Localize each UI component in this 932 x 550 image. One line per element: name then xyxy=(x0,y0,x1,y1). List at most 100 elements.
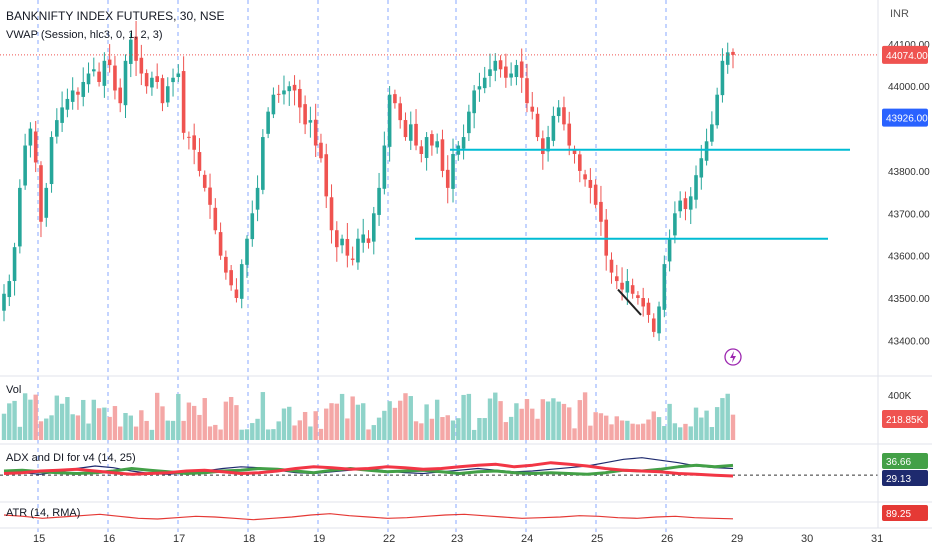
candle[interactable] xyxy=(213,207,218,231)
volume-bar[interactable] xyxy=(181,420,186,440)
volume-bar[interactable] xyxy=(450,420,456,440)
volume-bar[interactable] xyxy=(81,399,86,440)
candle[interactable] xyxy=(319,142,323,159)
candle[interactable] xyxy=(202,174,207,188)
volume-bar[interactable] xyxy=(17,426,23,440)
candle[interactable] xyxy=(519,61,524,78)
candle[interactable] xyxy=(303,104,307,125)
candle[interactable] xyxy=(55,120,59,137)
atr-pane[interactable] xyxy=(0,501,932,521)
volume-bar[interactable] xyxy=(709,427,715,440)
volume-bar[interactable] xyxy=(207,426,213,440)
volume-bar[interactable] xyxy=(339,393,345,440)
candle[interactable] xyxy=(165,86,170,103)
candle[interactable] xyxy=(97,71,101,82)
candle[interactable] xyxy=(176,73,181,78)
volume-bar[interactable] xyxy=(345,418,350,440)
candle[interactable] xyxy=(530,106,535,112)
volume-bar[interactable] xyxy=(540,399,546,440)
volume-bar[interactable] xyxy=(139,410,144,440)
adx-series-line[interactable] xyxy=(3,461,734,478)
volume-bar[interactable] xyxy=(44,418,49,440)
volume-bar[interactable] xyxy=(202,398,207,440)
volume-bar[interactable] xyxy=(434,399,440,440)
candle[interactable] xyxy=(12,247,17,282)
volume-bar[interactable] xyxy=(75,415,81,440)
candle[interactable] xyxy=(387,94,392,147)
volume-bar[interactable] xyxy=(413,421,419,440)
candle[interactable] xyxy=(398,103,402,121)
volume-bar[interactable] xyxy=(693,407,699,440)
candle[interactable] xyxy=(715,94,719,126)
volume-bar[interactable] xyxy=(725,393,730,440)
volume-bar[interactable] xyxy=(118,426,123,440)
volume-bar[interactable] xyxy=(54,395,60,440)
candle[interactable] xyxy=(609,259,614,273)
candle[interactable] xyxy=(229,270,233,286)
candle[interactable] xyxy=(49,137,54,185)
candle[interactable] xyxy=(86,73,91,85)
candle[interactable] xyxy=(641,298,645,307)
volume-bar[interactable] xyxy=(519,408,524,440)
candle[interactable] xyxy=(102,60,107,86)
candle[interactable] xyxy=(509,73,513,78)
candle[interactable] xyxy=(276,93,281,95)
volume-bar[interactable] xyxy=(33,394,38,440)
volume-bar[interactable] xyxy=(149,429,155,440)
volume-bar[interactable] xyxy=(107,416,112,440)
volume-bar[interactable] xyxy=(265,429,271,440)
candle[interactable] xyxy=(150,77,154,88)
candle[interactable] xyxy=(493,60,498,71)
candle[interactable] xyxy=(535,113,540,138)
candle[interactable] xyxy=(451,154,455,189)
volume-bar[interactable] xyxy=(144,420,149,440)
volume-bar[interactable] xyxy=(38,421,44,440)
candle[interactable] xyxy=(472,90,476,114)
volume-bar[interactable] xyxy=(255,418,260,440)
volume-bar[interactable] xyxy=(593,412,598,440)
candle[interactable] xyxy=(504,66,508,78)
volume-bar[interactable] xyxy=(154,392,160,440)
volume-bar[interactable] xyxy=(551,398,556,440)
candle[interactable] xyxy=(266,111,270,134)
candle[interactable] xyxy=(144,73,149,87)
volume-bar[interactable] xyxy=(667,403,672,440)
candle[interactable] xyxy=(70,90,75,102)
volume-bar[interactable] xyxy=(329,403,334,440)
volume-bar[interactable] xyxy=(228,396,234,440)
volume-bar[interactable] xyxy=(530,408,535,440)
candle[interactable] xyxy=(541,138,545,154)
volume-bar[interactable] xyxy=(567,407,572,440)
candle[interactable] xyxy=(710,124,714,142)
volume-bar[interactable] xyxy=(604,415,609,440)
candle[interactable] xyxy=(572,148,577,154)
candle[interactable] xyxy=(197,152,202,171)
volume-bar[interactable] xyxy=(424,404,429,440)
volume-bar[interactable] xyxy=(91,399,97,440)
volume-bar[interactable] xyxy=(133,426,139,440)
volume-bar[interactable] xyxy=(477,418,482,440)
volume-bar[interactable] xyxy=(160,406,165,440)
volume-bar[interactable] xyxy=(361,403,366,440)
volume-bar[interactable] xyxy=(308,426,313,440)
volume-bar[interactable] xyxy=(471,429,477,440)
candle[interactable] xyxy=(408,124,413,141)
volume-bar[interactable] xyxy=(408,396,413,440)
volume-bar[interactable] xyxy=(382,410,387,440)
volume-bar[interactable] xyxy=(403,393,408,440)
volume-bar[interactable] xyxy=(730,414,736,440)
volume-bar[interactable] xyxy=(461,394,466,440)
volume-bar[interactable] xyxy=(688,426,693,440)
volume-bar[interactable] xyxy=(588,425,593,440)
candle[interactable] xyxy=(155,76,159,82)
price-pane[interactable] xyxy=(0,20,878,341)
candle[interactable] xyxy=(699,158,704,178)
volume-bar[interactable] xyxy=(271,429,276,440)
volume-bar[interactable] xyxy=(672,423,678,440)
volume-bar[interactable] xyxy=(334,403,340,440)
volume-bar[interactable] xyxy=(556,401,561,440)
volume-bar[interactable] xyxy=(59,403,65,440)
candle[interactable] xyxy=(688,196,693,210)
candle[interactable] xyxy=(704,141,709,161)
volume-bar[interactable] xyxy=(487,398,493,440)
